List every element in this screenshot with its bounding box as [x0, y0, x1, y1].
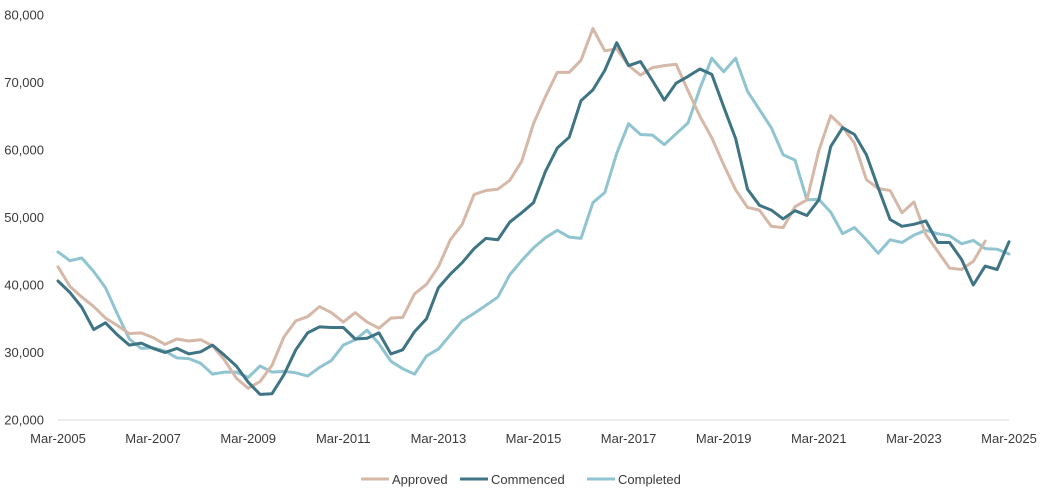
y-tick-label: 80,000: [4, 8, 44, 23]
legend-item-approved: Approved: [361, 472, 448, 487]
series-line-completed: [56, 56, 1011, 379]
legend-item-commenced: Commenced: [460, 472, 565, 487]
x-tick-label: Mar-2025: [981, 431, 1037, 446]
x-tick-label: Mar-2007: [125, 431, 181, 446]
legend-item-completed: Completed: [587, 472, 681, 487]
y-tick-label: 50,000: [4, 210, 44, 225]
x-tick-label: Mar-2015: [506, 431, 562, 446]
legend: Approved Commenced Completed: [361, 472, 681, 487]
x-tick-label: Mar-2009: [220, 431, 276, 446]
x-tick-label: Mar-2017: [601, 431, 657, 446]
x-tick-label: Mar-2011: [316, 431, 371, 446]
legend-label: Approved: [392, 472, 448, 487]
y-tick-label: 70,000: [4, 75, 44, 90]
legend-label: Completed: [618, 472, 681, 487]
series-line-commenced: [56, 41, 1011, 396]
legend-label: Commenced: [491, 472, 565, 487]
x-tick-label: Mar-2005: [30, 431, 86, 446]
y-tick-label: 60,000: [4, 143, 44, 158]
y-tick-label: 40,000: [4, 278, 44, 293]
y-tick-label: 20,000: [4, 413, 44, 428]
x-tick-label: Mar-2021: [791, 431, 847, 446]
x-tick-label: Mar-2013: [411, 431, 467, 446]
y-axis: 20,000 30,000 40,000 50,000 60,000 70,000 80,0…: [4, 8, 44, 428]
plot-series: [56, 27, 1011, 396]
y-tick-label: 30,000: [4, 345, 44, 360]
x-tick-label: Mar-2023: [886, 431, 942, 446]
x-axis: Mar-2005 Mar-2007 Mar-2009 Mar-2011 Mar-2013…: [30, 431, 1037, 446]
series-line-approved: [56, 27, 987, 390]
x-tick-label: Mar-2019: [696, 431, 752, 446]
